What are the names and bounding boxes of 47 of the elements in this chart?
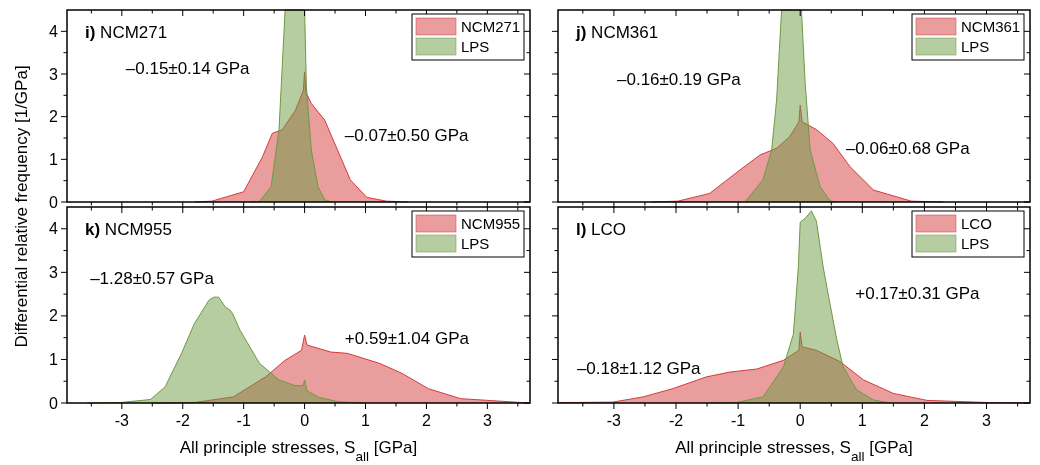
annotation: +0.17±0.31 GPa: [855, 284, 981, 304]
legend-label: LCO: [961, 214, 992, 232]
y-tick-label: 0: [49, 193, 59, 211]
x-tick-label: 1: [857, 412, 867, 429]
text: l) LCO: [576, 220, 627, 239]
x-axis-title: All principle stresses, S$_{all}$ [GPa]: [675, 438, 913, 464]
x-axis-title: All principle stresses, S$_{all}$ [GPa]: [179, 438, 418, 464]
annotation: +0.59±1.04 GPa: [344, 329, 470, 349]
y-tick-label: 4: [49, 220, 59, 238]
legend-label: LPS: [461, 37, 490, 55]
x-tick-label: -1: [236, 412, 251, 429]
annotation: –0.15±0.14 GPa: [125, 58, 251, 78]
x-tick-label: 3: [982, 412, 992, 429]
x-tick-label: -1: [730, 412, 746, 429]
legend-label: LPS: [961, 234, 990, 252]
x-tick-label: 0: [795, 412, 805, 429]
y-axis-title: Differential relative frequency [1/GPa]: [12, 65, 31, 348]
x-tick-label: -3: [114, 412, 130, 429]
y-tick-label: 2: [49, 307, 59, 325]
x-tick-label: 0: [300, 412, 310, 429]
legend-label: NCM271: [461, 17, 521, 35]
x-tick-label: -2: [175, 412, 190, 429]
annotation: –0.16±0.19 GPa: [617, 70, 742, 90]
x-tick-label: 2: [421, 412, 431, 429]
legend-label: NCM955: [461, 214, 521, 232]
x-tick-label: 3: [482, 412, 492, 429]
x-tick-label: -3: [606, 412, 622, 429]
y-tick-label: 4: [49, 22, 59, 40]
y-tick-label: 1: [49, 150, 59, 168]
legend-label: LPS: [461, 234, 490, 252]
annotation: –0.18±1.12 GPa: [576, 358, 702, 378]
y-tick-label: 3: [49, 263, 59, 281]
annotation: –0.06±0.68 GPa: [845, 139, 971, 159]
x-tick-label: 2: [919, 412, 929, 429]
x-tick-label: 1: [361, 412, 371, 429]
annotation: –0.07±0.50 GPa: [344, 125, 470, 145]
text: i) NCM271: [85, 23, 168, 42]
text: k) NCM955: [85, 220, 172, 239]
y-tick-label: 3: [49, 65, 59, 83]
text: j) NCM361: [575, 23, 659, 42]
y-tick-label: 1: [49, 351, 59, 369]
y-tick-label: 2: [49, 108, 59, 126]
annotation: –1.28±0.57 GPa: [90, 268, 215, 288]
legend-label: LPS: [961, 37, 990, 55]
y-tick-label: 0: [49, 394, 59, 412]
legend-label: NCM361: [961, 17, 1021, 35]
x-tick-label: -2: [668, 412, 684, 429]
